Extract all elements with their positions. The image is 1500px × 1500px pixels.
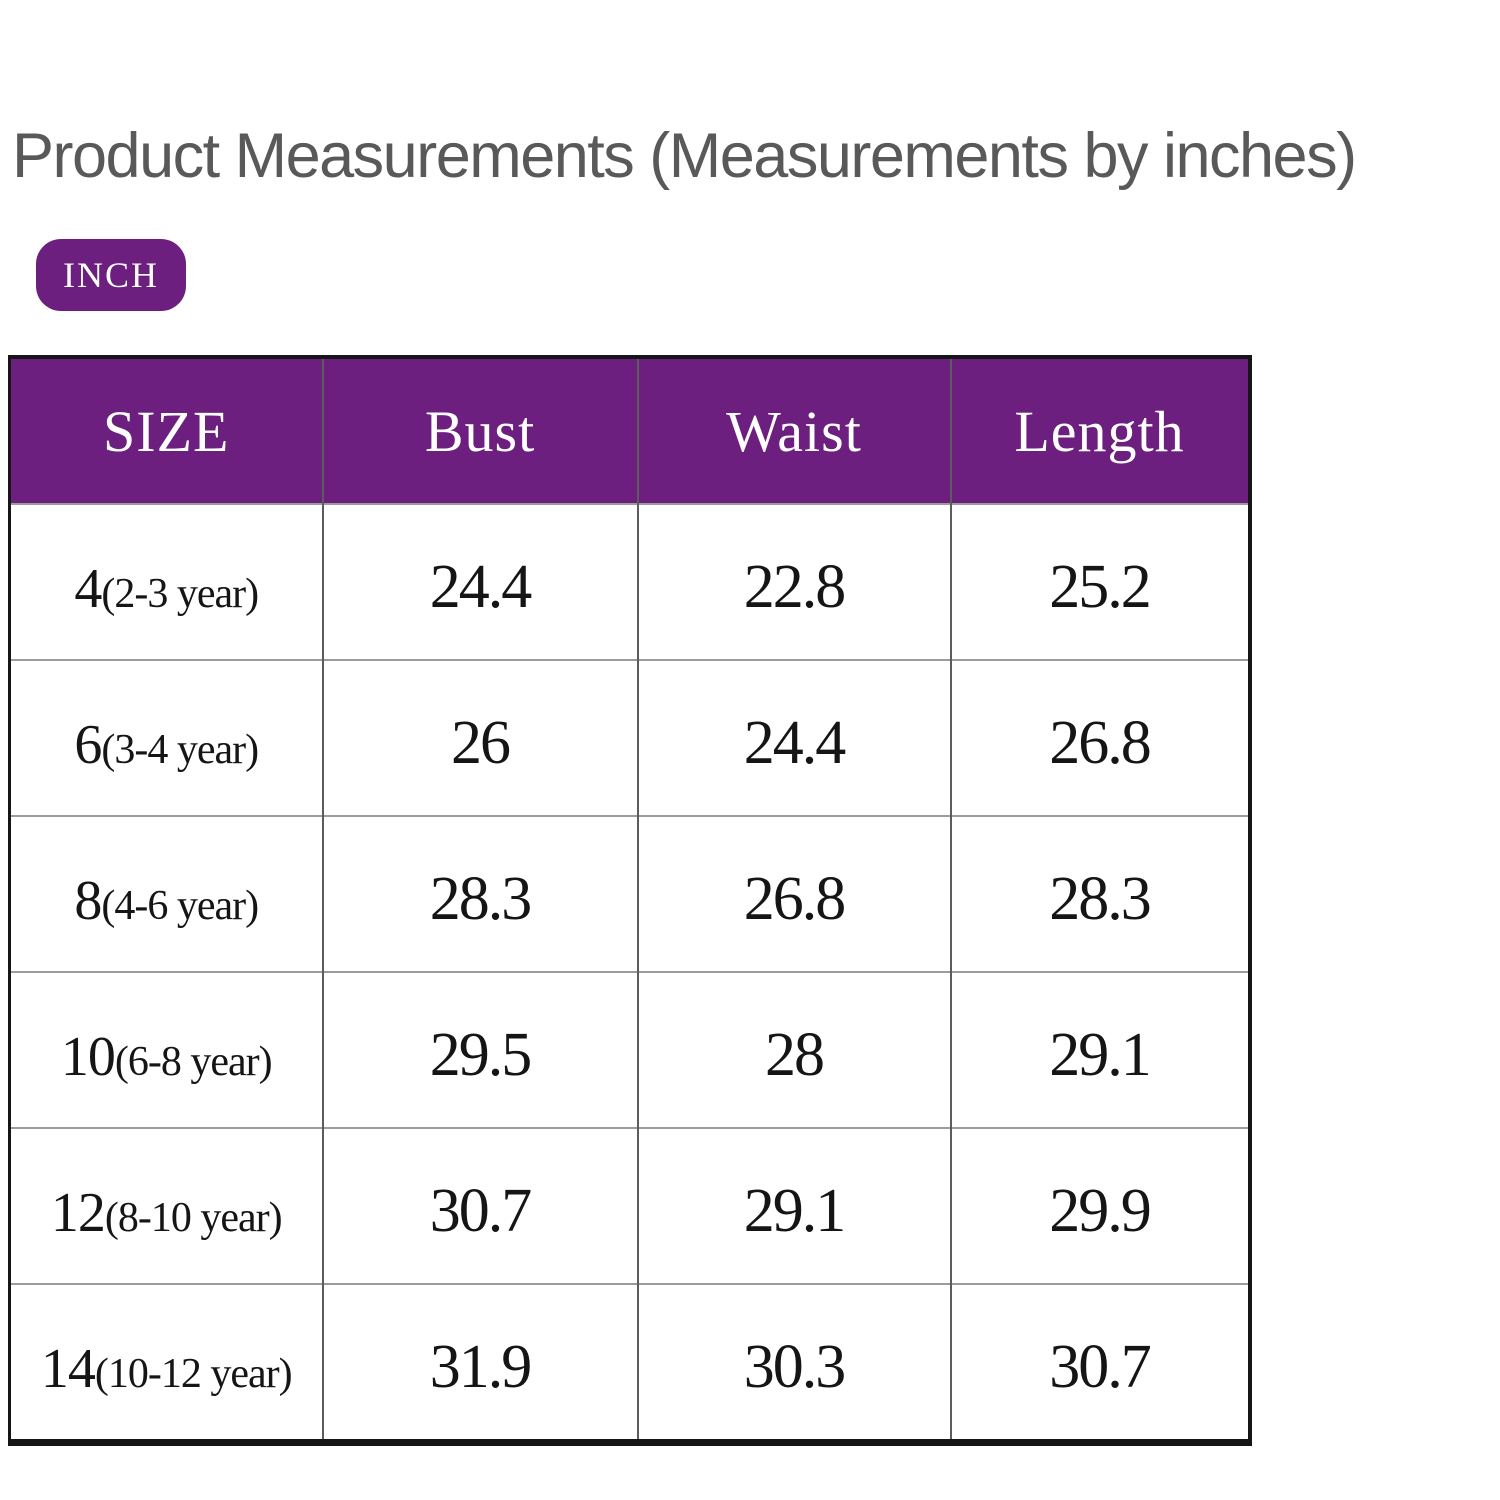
- bust-value: 31.9: [321, 1283, 638, 1443]
- unit-inch-label: INCH: [63, 255, 159, 295]
- column-header-length: Length: [949, 357, 1250, 504]
- size-cell: 4(2-3 year): [9, 503, 323, 660]
- table-header-row: SIZE Bust Waist Length: [9, 357, 1250, 504]
- table-row: 12(8-10 year) 30.7 29.1 29.9: [9, 1127, 1250, 1284]
- size-number: 8: [74, 870, 102, 932]
- length-value: 26.8: [949, 659, 1250, 816]
- bust-value: 28.3: [321, 815, 638, 972]
- size-number: 10: [60, 1026, 116, 1088]
- bust-value: 29.5: [321, 971, 638, 1128]
- size-age-range: (8-10 year): [104, 1195, 283, 1241]
- size-number: 6: [74, 714, 102, 776]
- table-row: 6(3-4 year) 26 24.4 26.8: [9, 659, 1250, 816]
- waist-value: 30.3: [636, 1283, 951, 1443]
- waist-value: 22.8: [636, 503, 951, 660]
- size-age-range: (10-12 year): [94, 1351, 293, 1397]
- waist-value: 26.8: [636, 815, 951, 972]
- table-row: 8(4-6 year) 28.3 26.8 28.3: [9, 815, 1250, 972]
- length-value: 25.2: [949, 503, 1250, 660]
- length-value: 30.7: [949, 1283, 1250, 1443]
- length-value: 29.9: [949, 1127, 1250, 1284]
- page-title: Product Measurements (Measurements by in…: [12, 121, 1357, 191]
- column-header-bust: Bust: [321, 357, 638, 504]
- column-header-waist: Waist: [636, 357, 951, 504]
- size-cell: 8(4-6 year): [9, 815, 323, 972]
- table-row: 10(6-8 year) 29.5 28 29.1: [9, 971, 1250, 1128]
- size-age-range: (2-3 year): [101, 571, 259, 617]
- size-number: 12: [50, 1182, 106, 1244]
- size-age-range: (4-6 year): [101, 883, 259, 929]
- size-age-range: (3-4 year): [101, 727, 259, 773]
- length-value: 29.1: [949, 971, 1250, 1128]
- waist-value: 24.4: [636, 659, 951, 816]
- table-row: 4(2-3 year) 24.4 22.8 25.2: [9, 503, 1250, 660]
- size-number: 4: [74, 558, 102, 620]
- table-row: 14(10-12 year) 31.9 30.3 30.7: [9, 1283, 1250, 1443]
- bust-value: 30.7: [321, 1127, 638, 1284]
- waist-value: 29.1: [636, 1127, 951, 1284]
- bust-value: 24.4: [321, 503, 638, 660]
- column-header-size: SIZE: [9, 357, 323, 504]
- size-cell: 12(8-10 year): [9, 1127, 323, 1284]
- size-number: 14: [40, 1338, 96, 1400]
- waist-value: 28: [636, 971, 951, 1128]
- length-value: 28.3: [949, 815, 1250, 972]
- unit-inch-button[interactable]: INCH: [36, 239, 186, 311]
- bust-value: 26: [321, 659, 638, 816]
- size-cell: 6(3-4 year): [9, 659, 323, 816]
- measurements-table: SIZE Bust Waist Length 4(2-3 year) 24.4 …: [8, 355, 1252, 1446]
- size-cell: 10(6-8 year): [9, 971, 323, 1128]
- size-cell: 14(10-12 year): [9, 1283, 323, 1443]
- size-age-range: (6-8 year): [114, 1039, 273, 1085]
